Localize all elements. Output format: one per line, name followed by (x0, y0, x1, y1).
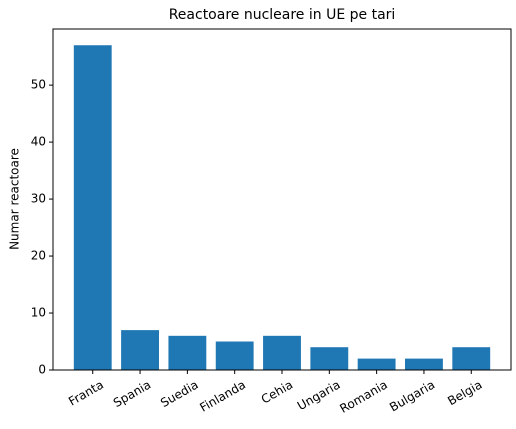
x-tick-label: Franta (66, 378, 106, 409)
bar (452, 347, 491, 370)
bar (405, 358, 443, 370)
x-tick-label: Finlanda (197, 378, 248, 415)
y-tick-label: 30 (31, 192, 46, 206)
bar (121, 330, 159, 370)
bar (73, 45, 112, 370)
x-tick-label: Ungaria (295, 378, 343, 414)
y-tick-label: 50 (31, 78, 46, 92)
bar (357, 358, 396, 370)
y-tick-label: 10 (31, 306, 46, 320)
axes-frame (52, 28, 512, 371)
bar (215, 341, 254, 370)
x-tick-label: Romania (337, 378, 389, 416)
bar (168, 335, 207, 370)
x-tick-label: Bulgaria (387, 378, 437, 415)
chart-title: Reactoare nucleare in UE pe tari (169, 7, 396, 23)
x-tick-label: Cehia (259, 378, 295, 407)
y-tick-label: 40 (31, 135, 46, 149)
x-tick-label: Suedia (158, 378, 200, 411)
x-tick-label: Spania (111, 378, 153, 411)
y-tick-label: 0 (38, 363, 46, 377)
y-axis-label: Numar reactoare (8, 148, 22, 250)
bar (310, 347, 349, 370)
bar (263, 335, 301, 370)
x-tick-label: Belgia (445, 378, 484, 409)
y-tick-label: 20 (31, 249, 46, 263)
